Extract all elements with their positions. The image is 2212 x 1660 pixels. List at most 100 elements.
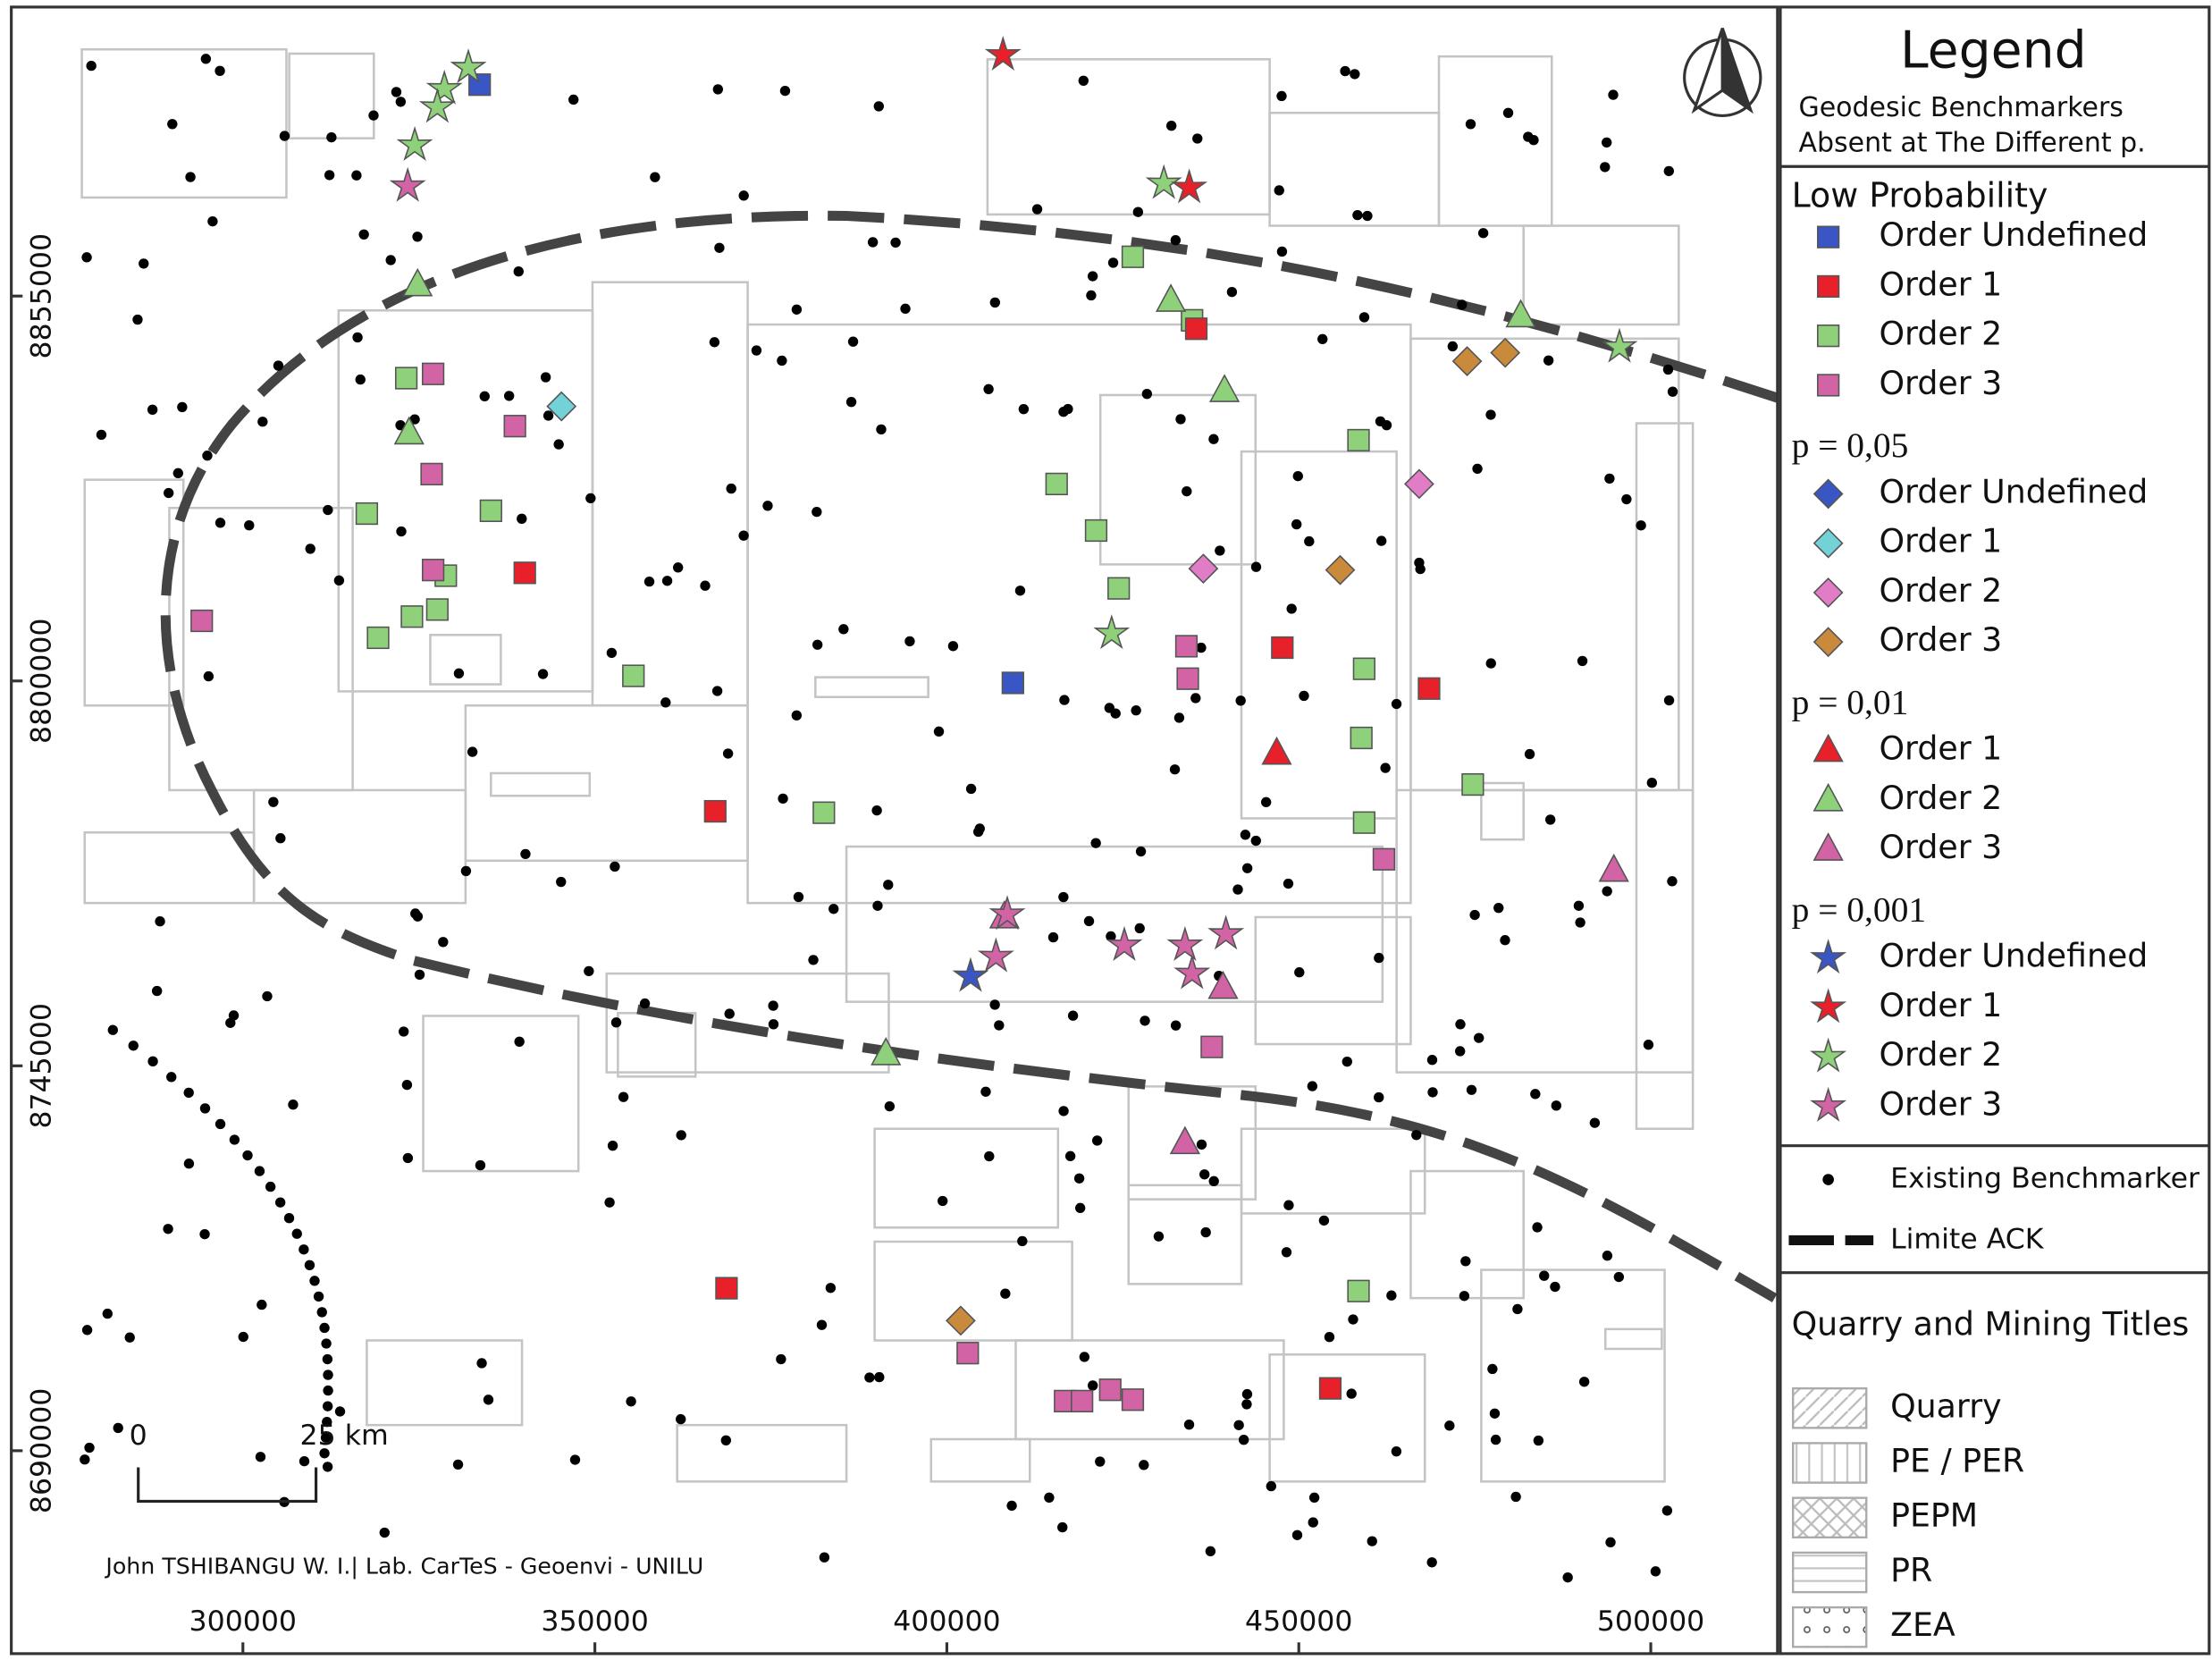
- square-marker: [1318, 1377, 1342, 1400]
- benchmarker: [568, 94, 579, 105]
- legend-item: Order 2: [1879, 1035, 2002, 1074]
- benchmarker: [299, 1244, 309, 1255]
- diamond-marker: [1812, 527, 1844, 559]
- mining-title: [1437, 55, 1553, 227]
- scale-end: 25 km: [300, 1420, 389, 1452]
- benchmarker: [379, 1527, 390, 1538]
- benchmarker: [1500, 935, 1510, 946]
- benchmarker: [1132, 206, 1144, 217]
- benchmarker: [1539, 1270, 1550, 1281]
- benchmarker: [185, 172, 196, 182]
- benchmarker: [1447, 341, 1459, 352]
- benchmarker: [163, 487, 174, 499]
- benchmarker: [618, 1091, 629, 1102]
- triangle-marker: [393, 416, 425, 445]
- benchmarker: [1182, 485, 1192, 497]
- benchmarker: [323, 1369, 333, 1380]
- benchmarker: [321, 1338, 332, 1349]
- legend-title-item: PE / PER: [1890, 1441, 2024, 1479]
- benchmarker: [584, 965, 594, 977]
- benchmarker: [816, 1319, 828, 1330]
- benchmarker: [147, 404, 158, 415]
- square-marker: [1461, 772, 1484, 796]
- benchmarker: [1134, 923, 1145, 934]
- diamond-marker: [1188, 553, 1219, 584]
- benchmarker: [1608, 89, 1619, 100]
- benchmarker: [1175, 414, 1186, 425]
- benchmarker: [1190, 693, 1201, 704]
- mining-title: [422, 1015, 580, 1173]
- benchmarker: [476, 1358, 487, 1369]
- benchmarker: [1170, 1020, 1182, 1031]
- benchmarker: [537, 669, 549, 679]
- square-marker: [1174, 635, 1199, 658]
- benchmarker: [1226, 286, 1238, 298]
- absent-benchmarkers: [190, 35, 1638, 1412]
- benchmarker: [1200, 1226, 1211, 1238]
- benchmarker: [1260, 796, 1272, 808]
- square-marker: [1347, 1279, 1370, 1302]
- benchmarker: [819, 1552, 830, 1563]
- benchmarker: [542, 410, 554, 421]
- benchmarker: [904, 636, 915, 647]
- y-tick-label: 8745000: [25, 1003, 57, 1128]
- star-marker: [1810, 939, 1847, 974]
- benchmarker: [776, 1353, 786, 1365]
- benchmarker: [762, 501, 773, 511]
- star-marker: [1810, 1086, 1847, 1122]
- benchmarker: [1250, 835, 1261, 847]
- benchmarker: [1107, 257, 1119, 268]
- benchmarker: [1095, 1456, 1106, 1467]
- square-marker: [1347, 428, 1370, 452]
- diamond-marker: [1404, 468, 1434, 500]
- benchmarker: [1510, 1491, 1521, 1503]
- benchmarker: [1348, 1314, 1358, 1325]
- benchmarker: [313, 1291, 324, 1302]
- diamond-marker: [1812, 627, 1844, 658]
- benchmarker: [322, 1401, 333, 1411]
- benchmarker: [1487, 1363, 1498, 1375]
- square-marker: [1817, 225, 1840, 249]
- benchmarker: [438, 937, 449, 948]
- benchmarker: [1083, 915, 1095, 927]
- benchmarker: [399, 1026, 409, 1037]
- benchmarker: [1350, 69, 1360, 80]
- benchmarker: [933, 726, 945, 737]
- benchmarker: [322, 1353, 333, 1365]
- benchmarker: [1532, 1222, 1543, 1233]
- star-marker: [1106, 925, 1143, 961]
- benchmarker: [305, 544, 315, 554]
- square-marker: [1098, 1378, 1122, 1402]
- triangle-marker: [1207, 970, 1239, 999]
- benchmarker: [299, 1455, 310, 1467]
- benchmarker: [720, 1435, 732, 1445]
- benchmarker: [107, 1024, 118, 1035]
- benchmarker: [517, 513, 527, 525]
- benchmarker: [323, 1385, 333, 1396]
- benchmarker: [974, 823, 985, 834]
- square-marker: [1107, 577, 1131, 600]
- legend-group-heading: p = 0,01: [1792, 682, 1909, 721]
- benchmarker: [808, 955, 819, 965]
- benchmarker: [709, 337, 720, 348]
- benchmarker: [1308, 1517, 1318, 1528]
- benchmarker: [1523, 131, 1534, 142]
- benchmarker: [1196, 642, 1207, 653]
- benchmarker: [229, 1134, 240, 1145]
- benchmarker: [1324, 1332, 1335, 1343]
- benchmarker: [1047, 931, 1059, 943]
- benchmarker: [368, 110, 379, 121]
- benchmarker: [626, 1396, 636, 1407]
- diamond-marker: [546, 391, 577, 422]
- benchmarker: [279, 131, 290, 141]
- benchmarker: [1006, 1500, 1017, 1512]
- diamond-marker: [1812, 577, 1844, 608]
- benchmarker: [1485, 409, 1496, 420]
- benchmarker: [569, 1454, 581, 1465]
- benchmarker: [751, 345, 762, 356]
- benchmarker: [660, 697, 671, 708]
- benchmarker: [1650, 1566, 1661, 1577]
- square-marker: [1176, 667, 1199, 690]
- benchmarker: [1530, 1089, 1541, 1100]
